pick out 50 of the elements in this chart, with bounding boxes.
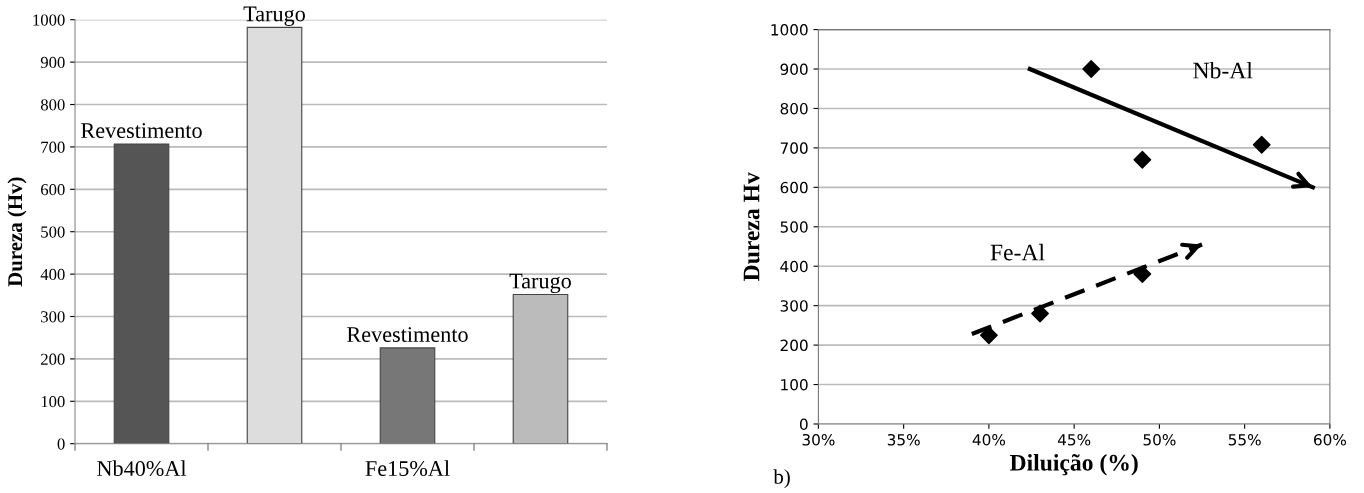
text: Nb-Al (1193, 61, 1253, 79)
series-label: Tarugo (509, 273, 571, 294)
y-tick-label: 400 (780, 260, 808, 273)
x-tick-label: 55% (1228, 433, 1261, 446)
x-tick-label: 45% (1057, 433, 1091, 446)
x-tick-label: Nb40%Al (97, 460, 187, 477)
y-tick-label: 700 (780, 142, 808, 154)
text: Tarugo (243, 6, 305, 26)
y-tick-label: 600 (41, 184, 65, 196)
y-tick-label: 900 (40, 56, 65, 69)
y-tick-label: 100 (41, 396, 65, 408)
point (1082, 60, 1101, 78)
y-tick-label: 800 (780, 102, 808, 115)
x-tick-label: 35% (887, 433, 920, 446)
y-tick-label: 900 (780, 63, 808, 76)
point (979, 326, 998, 345)
y-tick-label: 1000 (33, 14, 65, 26)
x-tick-label: 40% (972, 433, 1006, 446)
y-tick-label: 300 (41, 311, 65, 323)
y-tick-label: 200 (41, 353, 65, 365)
y-tick-label: 100 (781, 379, 808, 391)
text: Revestimento (81, 123, 202, 139)
y-tick-label: 500 (41, 226, 65, 238)
y-tick-label: 0 (57, 438, 65, 450)
point (1133, 150, 1152, 169)
bar (246, 26, 303, 444)
point (1252, 135, 1271, 154)
text: b) (773, 469, 790, 489)
y-tick-label: 800 (40, 99, 65, 111)
y-tick-label: 200 (780, 339, 808, 352)
x-axis-title: Diluição (%) (1009, 454, 1138, 476)
y-axis-title: Dureza Hv (743, 172, 760, 281)
y-tick-label: 0 (799, 418, 808, 430)
series-label: Fe-Al (990, 243, 1045, 261)
y-tick-label: 500 (780, 221, 808, 233)
y-tick-label: 300 (780, 300, 808, 312)
bar (113, 143, 170, 444)
y-tick-label: 1000 (771, 24, 808, 36)
x-tick-label: Fe15%Al (365, 460, 450, 477)
bar (379, 347, 436, 444)
x-tick-label: 30% (802, 433, 835, 446)
y-axis-title: Dureza (Hv) (7, 177, 27, 287)
series-label: Revestimento (347, 327, 468, 342)
y-tick-label: 600 (780, 181, 808, 194)
x-tick-label: 50% (1143, 433, 1176, 446)
point (1133, 265, 1152, 284)
point (1031, 304, 1049, 323)
y-tick-label: 700 (41, 141, 65, 153)
x-tick-label: 60% (1313, 433, 1347, 446)
y-tick-label: 400 (40, 268, 65, 281)
